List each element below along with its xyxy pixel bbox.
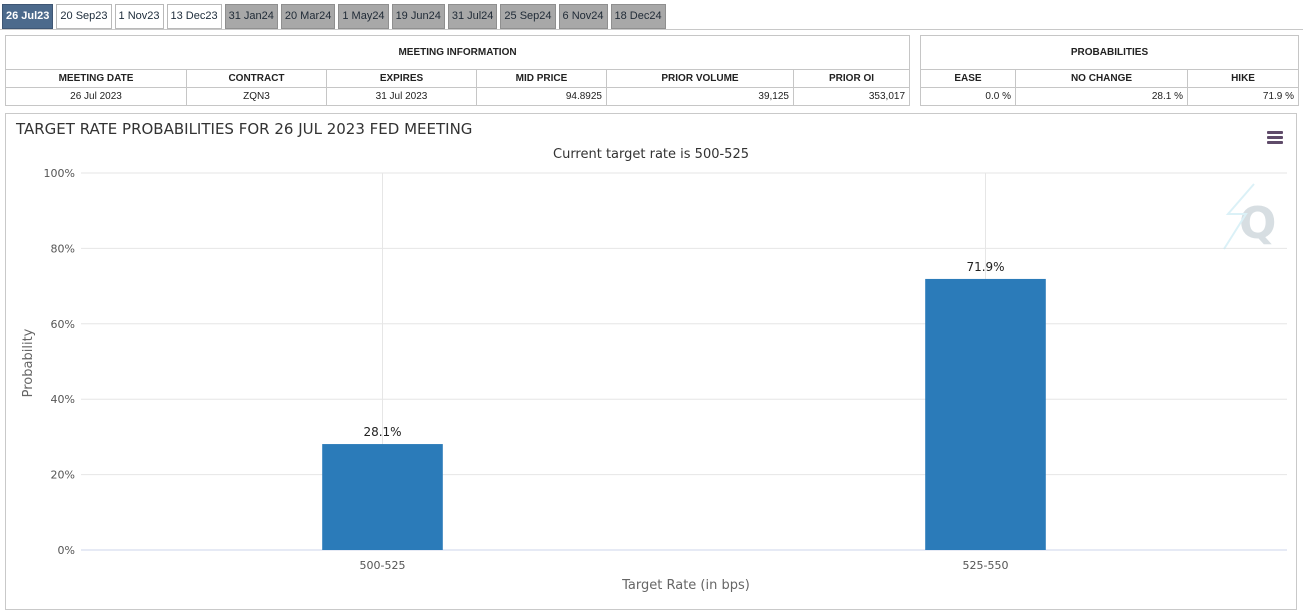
col-header-ease: EASE (920, 69, 1016, 88)
tab-13-dec23[interactable]: 13 Dec23 (166, 4, 222, 29)
bar-500-525[interactable] (322, 444, 443, 550)
meeting-information-table: MEETING INFORMATION MEETING DATE CONTRAC… (4, 35, 911, 106)
tab-19-jun24[interactable]: 19 Jun24 (391, 4, 445, 29)
y-tick-label: 60% (51, 318, 75, 331)
col-header-hike: HIKE (1186, 69, 1300, 88)
x-tick-label: 525-550 (963, 559, 1009, 572)
hamburger-menu-icon[interactable] (1265, 130, 1287, 150)
x-axis-title: Target Rate (in bps) (621, 578, 750, 593)
y-tick-label: 40% (51, 393, 75, 406)
y-tick-label: 80% (51, 242, 75, 255)
svg-text:Q: Q (1239, 198, 1276, 249)
q-logo-watermark: Q (1223, 183, 1276, 250)
tab-divider (0, 29, 1303, 30)
prior-oi-value: 353,017 (792, 87, 911, 106)
ease-value: 0.0 % (920, 87, 1016, 106)
target-rate-chart: TARGET RATE PROBABILITIES FOR 26 JUL 202… (5, 113, 1297, 610)
meeting-date-tabs: 26 Jul23 20 Sep23 1 Nov23 13 Dec23 31 Jan24 2… (2, 4, 666, 29)
tab-25-sep24[interactable]: 25 Sep24 (500, 4, 556, 29)
tab-18-dec24[interactable]: 18 Dec24 (610, 4, 666, 29)
bar-data-label: 71.9% (966, 260, 1004, 274)
col-header-mid-price: MID PRICE (476, 69, 607, 88)
prior-volume-value: 39,125 (606, 87, 794, 106)
hike-value: 71.9 % (1186, 87, 1300, 106)
chart-subtitle: Current target rate is 500-525 (553, 147, 749, 162)
bar-data-label: 28.1% (363, 425, 401, 439)
y-tick-label: 0% (58, 544, 75, 557)
tab-31-jul24[interactable]: 31 Jul24 (447, 4, 498, 29)
tab-20-sep23[interactable]: 20 Sep23 (56, 4, 112, 29)
grid-lines (81, 172, 1287, 551)
col-header-meeting-date: MEETING DATE (5, 69, 187, 88)
meeting-information-title: MEETING INFORMATION (4, 35, 911, 70)
chart-title: TARGET RATE PROBABILITIES FOR 26 JUL 202… (15, 120, 472, 138)
col-header-no-change: NO CHANGE (1015, 69, 1188, 88)
bars (322, 278, 1046, 550)
expires-value: 31 Jul 2023 (326, 87, 477, 106)
tab-31-jan24[interactable]: 31 Jan24 (224, 4, 278, 29)
y-axis-title: Probability (21, 328, 36, 397)
probabilities-table: PROBABILITIES EASE NO CHANGE HIKE 0.0 % … (919, 35, 1300, 106)
tab-1-may24[interactable]: 1 May24 (338, 4, 389, 29)
y-tick-label: 20% (51, 469, 75, 482)
mid-price-value: 94.8925 (476, 87, 607, 106)
tab-20-mar24[interactable]: 20 Mar24 (280, 4, 336, 29)
col-header-contract: CONTRACT (186, 69, 327, 88)
tab-6-nov24[interactable]: 6 Nov24 (558, 4, 608, 29)
tick-labels: 0% 20% 40% 60% 80% 100% 28.1% 500-525 71.9% 525-5… (44, 167, 1009, 572)
col-header-expires: EXPIRES (326, 69, 477, 88)
col-header-prior-oi: PRIOR OI (792, 69, 911, 88)
probabilities-title: PROBABILITIES (919, 35, 1300, 70)
tab-1-nov23[interactable]: 1 Nov23 (114, 4, 164, 29)
x-tick-label: 500-525 (360, 559, 406, 572)
contract-value: ZQN3 (186, 87, 327, 106)
tab-26-jul23[interactable]: 26 Jul23 (2, 4, 54, 29)
col-header-prior-volume: PRIOR VOLUME (606, 69, 794, 88)
chart-canvas: TARGET RATE PROBABILITIES FOR 26 JUL 202… (15, 120, 1287, 593)
y-tick-label: 100% (44, 167, 75, 180)
bar-525-550[interactable] (925, 278, 1046, 550)
meeting-date-value: 26 Jul 2023 (5, 87, 187, 106)
no-change-value: 28.1 % (1015, 87, 1188, 106)
